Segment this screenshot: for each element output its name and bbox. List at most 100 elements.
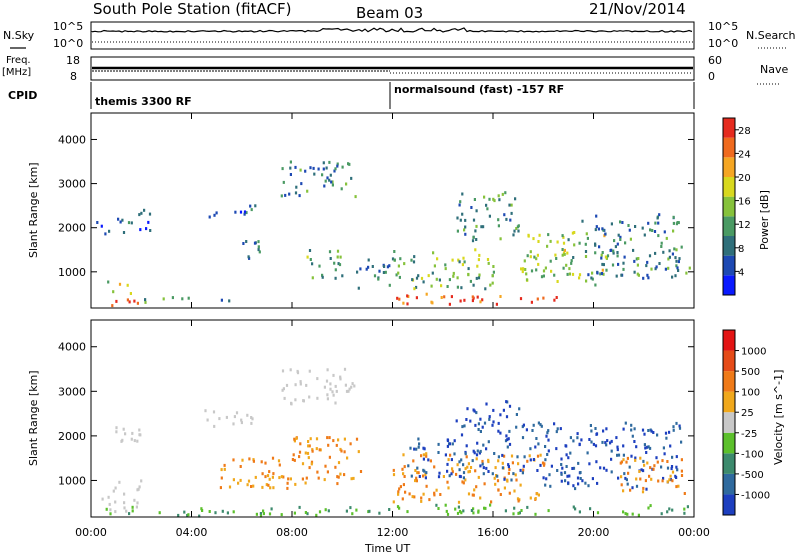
echo-cell — [311, 262, 314, 266]
echo-cell — [440, 284, 443, 288]
echo-cell — [512, 233, 515, 237]
echo-cell — [589, 424, 592, 427]
echo-cell — [318, 448, 321, 452]
echo-cell — [334, 384, 337, 388]
echo-cell — [367, 265, 370, 269]
echo-cell — [544, 445, 547, 448]
echo-cell — [415, 276, 419, 280]
echo-cell — [347, 162, 350, 166]
echo-cell — [534, 445, 537, 449]
echo-cell — [562, 241, 566, 245]
echo-cell — [339, 472, 342, 476]
echo-cell — [622, 427, 625, 431]
echo-cell — [131, 505, 134, 509]
echo-cell — [218, 417, 221, 421]
echo-cell — [610, 449, 613, 453]
echo-cell — [596, 271, 599, 275]
echo-cell — [338, 263, 342, 267]
echo-cell — [462, 509, 465, 513]
echo-cell — [345, 182, 348, 186]
echo-cell — [525, 428, 528, 432]
echo-cell — [522, 468, 525, 472]
echo-cell — [485, 447, 488, 451]
echo-cell — [458, 460, 461, 464]
echo-cell — [605, 443, 608, 447]
nsearch-tick-low: 10^0 — [708, 37, 738, 50]
echo-cell — [488, 214, 491, 218]
echo-cell — [675, 455, 678, 459]
echo-cell — [392, 500, 395, 504]
echo-cell — [448, 442, 452, 446]
colorbar-segment — [723, 330, 735, 351]
echo-cell — [261, 485, 264, 489]
echo-cell — [499, 493, 502, 496]
echo-cell — [639, 456, 642, 460]
echo-cell — [591, 271, 594, 275]
velocity-panel: 1000 2000 3000 4000 Slant Range [km] 1000 50… — [27, 319, 785, 518]
echo-cell — [677, 260, 680, 264]
colorbar-segment — [723, 137, 735, 158]
echo-cell — [315, 513, 318, 517]
echo-cell — [643, 432, 646, 436]
echo-cell — [611, 263, 615, 267]
echo-cell — [647, 506, 650, 510]
echo-cell — [345, 389, 349, 393]
echo-cell — [675, 465, 678, 469]
echo-cell — [508, 442, 512, 446]
echo-cell — [140, 211, 143, 215]
echo-cell — [605, 268, 608, 272]
echo-cell — [647, 429, 650, 432]
echo-cell — [466, 407, 469, 411]
echo-cell — [670, 467, 673, 471]
echo-cell — [669, 474, 672, 478]
echo-cell — [428, 498, 431, 502]
echo-cell — [404, 490, 407, 494]
echo-cell — [560, 457, 563, 461]
echo-cell — [460, 286, 463, 290]
echo-cell — [317, 476, 320, 480]
echo-cell — [501, 461, 504, 465]
echo-cell — [553, 298, 556, 302]
echo-cell — [503, 477, 506, 481]
echo-cell — [306, 451, 310, 455]
echo-cell — [677, 484, 680, 488]
echo-cell — [213, 213, 216, 217]
echo-cell — [634, 225, 637, 228]
echo-cell — [292, 453, 295, 457]
echo-cell — [250, 416, 253, 419]
echo-cell — [308, 395, 311, 399]
echo-cell — [489, 283, 492, 287]
echo-cell — [248, 457, 251, 461]
echo-cell — [505, 415, 509, 419]
echo-cell — [138, 213, 141, 217]
echo-cell — [572, 484, 575, 488]
echo-cell — [458, 468, 461, 472]
echo-cell — [639, 477, 642, 481]
echo-cell — [604, 255, 607, 259]
echo-cell — [453, 439, 456, 443]
echo-cell — [671, 455, 674, 459]
echo-cell — [306, 189, 309, 193]
echo-cell — [517, 462, 520, 466]
colorbar-segment — [723, 196, 735, 217]
echo-cell — [115, 430, 118, 434]
echo-cell — [214, 511, 217, 515]
echo-cell — [529, 496, 532, 500]
echo-cell — [336, 482, 339, 486]
echo-cell — [481, 459, 484, 463]
echo-cell — [129, 292, 132, 295]
echo-cell — [630, 423, 633, 427]
echo-cell — [501, 453, 504, 457]
echo-cell — [131, 509, 134, 513]
echo-cell — [532, 458, 535, 461]
echo-cell — [348, 162, 351, 166]
echo-cell — [471, 493, 474, 497]
echo-cell — [298, 505, 301, 509]
echo-cell — [463, 424, 466, 428]
echo-cell — [646, 461, 649, 465]
echo-cell — [477, 258, 480, 262]
echo-cell — [578, 276, 581, 280]
colorbar-segment — [723, 453, 735, 474]
echo-cell — [505, 434, 508, 438]
